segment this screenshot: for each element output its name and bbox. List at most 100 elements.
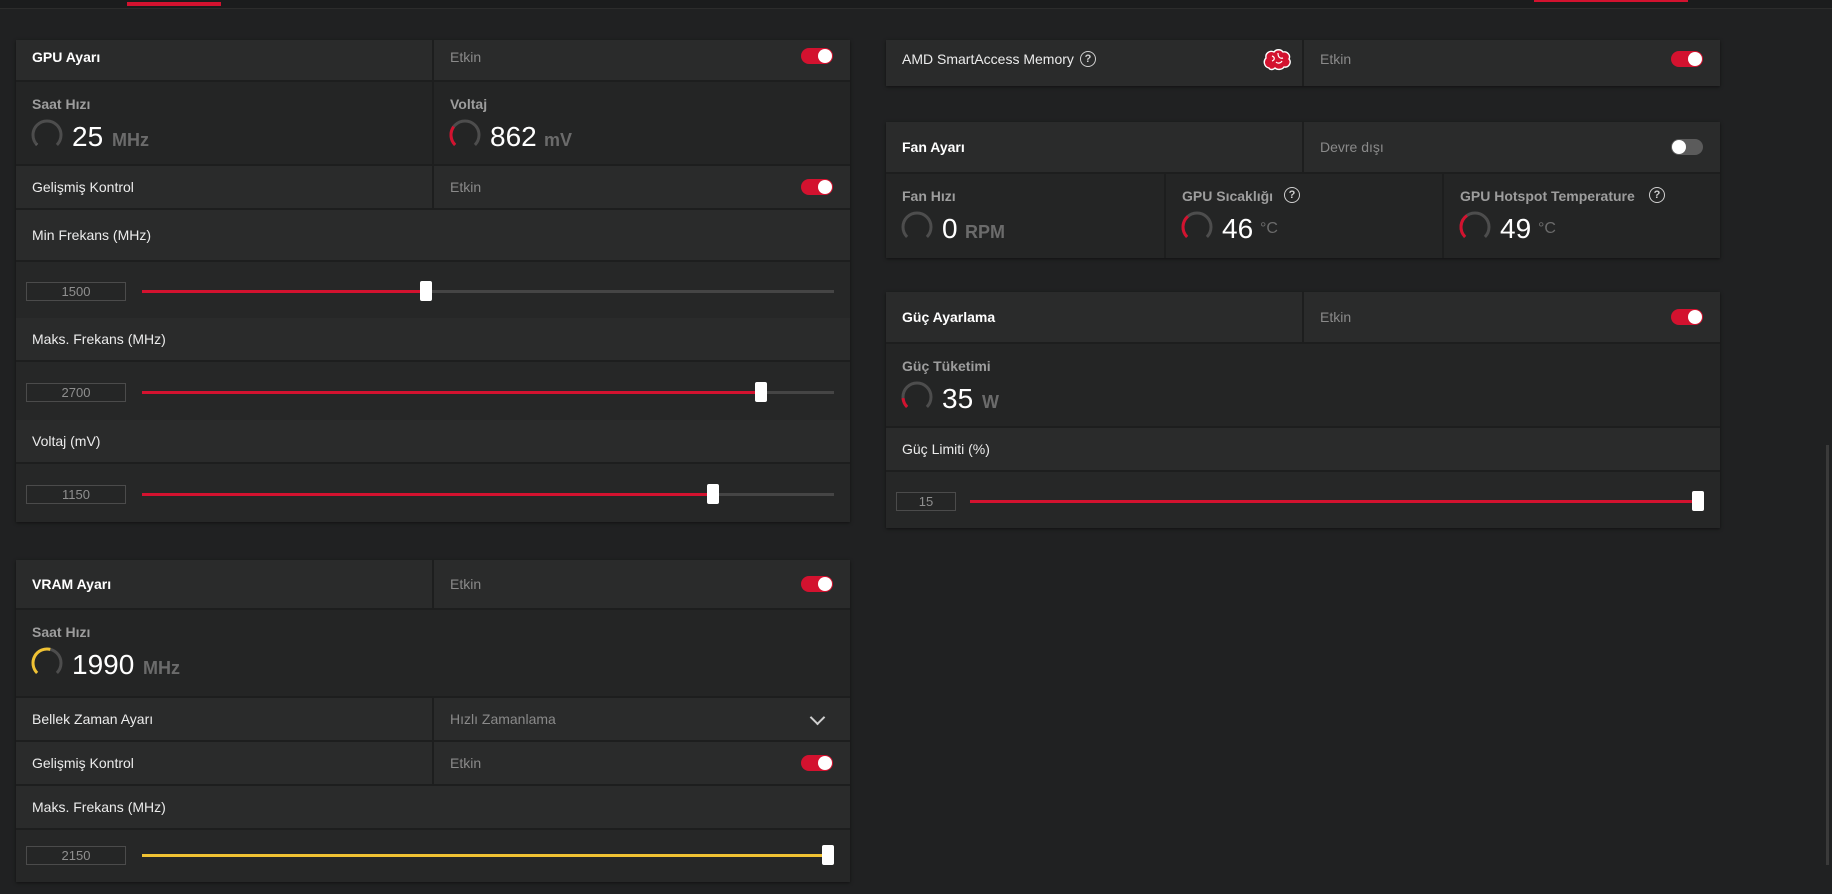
gpu-hotspot-label: GPU Hotspot Temperature — [1460, 188, 1635, 204]
slider-thumb[interactable] — [755, 382, 768, 402]
vram-clock-value: 1990 — [72, 649, 135, 680]
fan-tuning-header: Fan Ayarı Devre dışı — [886, 122, 1720, 174]
max-frequency-row: Maks. Frekans (MHz) — [16, 318, 850, 362]
gpu-voltage-gauge — [449, 119, 481, 146]
gpu-advanced-control-toggle[interactable] — [801, 179, 833, 195]
power-consumption-row: Güç Tüketimi 35 W — [886, 344, 1720, 428]
max-frequency-label: Maks. Frekans (MHz) — [32, 331, 166, 347]
fan-speed-unit: RPM — [965, 222, 1005, 242]
smart-access-memory-label: AMD SmartAccess Memory — [902, 51, 1074, 67]
vram-advanced-control-state: Etkin — [450, 755, 482, 771]
power-consumption-label: Güç Tüketimi — [902, 358, 991, 374]
vram-tuning-toggle[interactable] — [801, 576, 833, 592]
vram-max-frequency-slider[interactable] — [142, 845, 834, 865]
slider-fill — [142, 493, 713, 496]
fan-speed-value: 0 — [942, 213, 958, 244]
vram-clock-label: Saat Hızı — [32, 624, 91, 640]
gauge-fill — [449, 125, 457, 146]
gpu-tuning-panel: GPU Ayarı Etkin Saat Hızı 25 MHz Voltaj … — [16, 40, 850, 522]
vram-clock-row: Saat Hızı 1990 MHz — [16, 610, 850, 698]
gpu-hotspot-value: 49 — [1500, 213, 1532, 244]
vram-max-frequency-input[interactable]: 2150 — [26, 846, 126, 865]
slider-fill — [142, 290, 426, 293]
gpu-metrics-row: Saat Hızı 25 MHz Voltaj 862 mV — [16, 82, 850, 166]
gpu-tuning-toggle[interactable] — [801, 48, 833, 64]
gpu-hotspot-gauge — [1459, 211, 1491, 238]
memory-timing-dropdown[interactable]: Hızlı Zamanlama — [450, 711, 556, 727]
fan-tuning-panel: Fan Ayarı Devre dışı Fan Hızı 0 RPM GPU … — [886, 122, 1720, 258]
power-limit-slider[interactable] — [970, 491, 1704, 511]
help-icon[interactable]: ? — [1080, 51, 1096, 67]
help-icon[interactable]: ? — [1649, 187, 1665, 203]
smart-access-memory-row: AMD SmartAccess Memory ? Etkin — [886, 40, 1720, 86]
slider-thumb[interactable] — [822, 845, 834, 865]
chevron-down-icon[interactable] — [809, 709, 826, 726]
power-consumption-value: 35 — [942, 383, 974, 414]
smart-access-memory-panel: AMD SmartAccess Memory ? Etkin — [886, 40, 1720, 86]
vram-clock-unit: MHz — [143, 658, 180, 678]
slider-thumb[interactable] — [1692, 491, 1704, 511]
gpu-advanced-control-label: Gelişmiş Kontrol — [32, 179, 134, 195]
power-tuning-header: Güç Ayarlama Etkin — [886, 292, 1720, 344]
gpu-tuning-header: GPU Ayarı Etkin — [16, 40, 850, 82]
gpu-clock-unit: MHz — [112, 130, 149, 150]
power-limit-input[interactable]: 15 — [896, 492, 956, 511]
vram-advanced-control-label: Gelişmiş Kontrol — [32, 755, 134, 771]
vram-tuning-panel: VRAM Ayarı Etkin Saat Hızı 1990 MHz Bell… — [16, 560, 850, 882]
smart-access-memory-state: Etkin — [1320, 51, 1352, 67]
memory-timing-row[interactable]: Bellek Zaman Ayarı Hızlı Zamanlama — [16, 698, 850, 742]
fan-speed-metric: Fan Hızı 0 RPM — [886, 174, 1164, 258]
power-limit-row: Güç Limiti (%) — [886, 428, 1720, 472]
min-frequency-slider[interactable] — [142, 281, 834, 301]
vram-tuning-header: VRAM Ayarı Etkin — [16, 560, 850, 610]
gauge-fill — [35, 142, 39, 146]
power-tuning-toggle[interactable] — [1671, 309, 1703, 325]
top-navigation-bar — [0, 0, 1832, 9]
gpu-temperature-label: GPU Sıcaklığı — [1182, 188, 1274, 204]
fan-metrics-row: Fan Hızı 0 RPM GPU Sıcaklığı ? 46 °C GPU… — [886, 174, 1720, 258]
gpu-advanced-control-row: Gelişmiş Kontrol Etkin — [16, 166, 850, 210]
power-consumption-gauge — [901, 381, 933, 408]
power-tuning-panel: Güç Ayarlama Etkin Güç Tüketimi 35 W Güç… — [886, 292, 1720, 528]
min-frequency-row: Min Frekans (MHz) — [16, 210, 850, 262]
gauge-track — [901, 211, 933, 238]
gpu-tuning-title: GPU Ayarı — [32, 49, 101, 65]
gauge-fill — [31, 647, 51, 674]
smart-access-memory-toggle[interactable] — [1671, 51, 1703, 67]
vram-max-frequency-label: Maks. Frekans (MHz) — [32, 799, 166, 815]
voltage-slider[interactable] — [142, 484, 834, 504]
vram-tuning-title: VRAM Ayarı — [32, 576, 112, 592]
page-scrollbar[interactable] — [1826, 445, 1829, 865]
fan-speed-gauge — [901, 211, 933, 238]
gpu-voltage-label: Voltaj — [450, 96, 488, 112]
gpu-voltage-value: 862 — [490, 121, 537, 152]
voltage-input[interactable]: 1150 — [26, 485, 126, 504]
vram-advanced-control-toggle[interactable] — [801, 755, 833, 771]
gauge-fill — [901, 397, 909, 408]
min-frequency-input[interactable]: 1500 — [26, 282, 126, 301]
gauge-track — [449, 119, 481, 146]
power-tuning-title: Güç Ayarlama — [902, 309, 996, 325]
fan-tuning-toggle[interactable] — [1671, 139, 1703, 155]
active-tab-indicator — [127, 2, 221, 6]
max-frequency-slider[interactable] — [142, 382, 834, 402]
slider-fill — [142, 854, 828, 857]
power-tuning-state: Etkin — [1320, 309, 1352, 325]
top-action-button[interactable] — [1534, 0, 1688, 2]
slider-thumb[interactable] — [706, 484, 719, 504]
brain-icon — [1263, 49, 1291, 71]
gpu-hotspot-unit: °C — [1538, 220, 1556, 237]
gauge-track — [31, 119, 63, 146]
power-limit-label: Güç Limiti (%) — [902, 441, 990, 457]
fan-tuning-title: Fan Ayarı — [902, 139, 965, 155]
fan-tuning-state: Devre dışı — [1320, 139, 1384, 155]
gauge-track — [901, 381, 933, 408]
gpu-temperature-value: 46 — [1222, 213, 1254, 244]
power-consumption-unit: W — [982, 392, 999, 412]
gpu-clock-label: Saat Hızı — [32, 96, 91, 112]
slider-thumb[interactable] — [419, 281, 432, 301]
vram-clock-gauge — [31, 647, 63, 674]
vram-tuning-state: Etkin — [450, 576, 482, 592]
help-icon[interactable]: ? — [1284, 187, 1300, 203]
max-frequency-input[interactable]: 2700 — [26, 383, 126, 402]
